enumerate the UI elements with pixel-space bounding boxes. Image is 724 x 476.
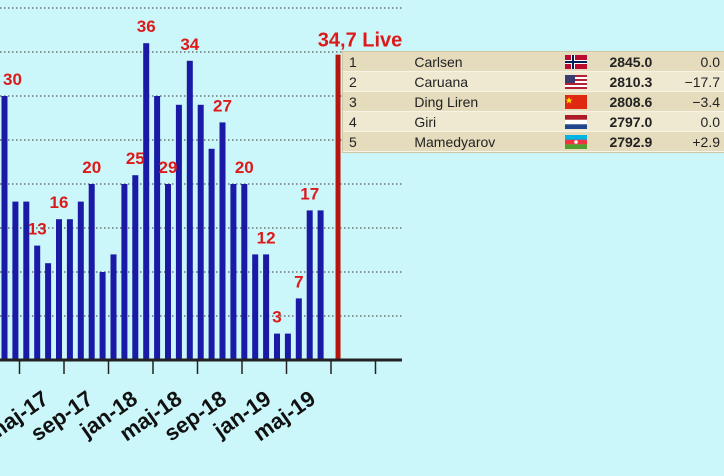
bar (274, 333, 280, 360)
bar (34, 245, 41, 360)
rank-cell: 1 (343, 52, 411, 72)
data-label: 30 (3, 70, 22, 89)
bar (99, 272, 106, 360)
change-cell: −17.7 (656, 71, 724, 92)
bar (56, 219, 62, 360)
bar (143, 43, 150, 360)
data-label: 16 (50, 193, 69, 212)
player-name: Ding Liren (410, 91, 563, 112)
bar (317, 210, 324, 360)
bar (284, 333, 291, 360)
rating-cell: 2845.0 (592, 52, 657, 72)
bar (121, 184, 128, 360)
live-label: 34,7 Live (318, 30, 403, 52)
ranking-row: 4 Giri 2797.0 0.0 (343, 111, 724, 132)
data-label: 17 (300, 184, 319, 203)
bar (132, 175, 139, 360)
live-bar (335, 54, 341, 360)
data-label: 20 (82, 158, 101, 177)
bar (175, 104, 182, 360)
bar (88, 184, 95, 360)
ranking-row: 3 Ding Liren 2808.6 −3.4 (343, 91, 724, 112)
data-label: 13 (28, 220, 47, 239)
change-cell: 0.0 (656, 52, 724, 72)
bar (208, 148, 215, 360)
data-label: 20 (235, 158, 254, 177)
bar (165, 184, 171, 360)
data-label: 36 (137, 17, 156, 36)
bar (186, 60, 193, 361)
ranking-row: 1 Carlsen 2845.0 0.0 (343, 52, 724, 72)
change-cell: +2.9 (656, 131, 724, 152)
netherlands-flag-icon (562, 111, 593, 132)
bar (110, 254, 117, 360)
bar (66, 219, 73, 360)
player-name: Caruana (410, 71, 563, 92)
bar (219, 122, 226, 361)
bar (295, 298, 302, 360)
bar (1, 96, 8, 360)
change-cell: 0.0 (656, 111, 724, 132)
player-name: Giri (410, 111, 563, 132)
ranking-row: 5 Mamedyarov 2792.9 +2.9 (343, 131, 724, 152)
rating-cell: 2808.6 (592, 91, 657, 112)
bar (241, 184, 248, 360)
rating-cell: 2797.0 (592, 111, 657, 132)
bar (263, 254, 270, 360)
data-label: 27 (213, 96, 232, 115)
azerbaijan-flag-icon (562, 131, 593, 152)
rating-cell: 2792.9 (592, 131, 657, 152)
ranking-table: 1 Carlsen 2845.0 0.0 2 Caruana 2810.3 −17.7 3 Din… (343, 52, 724, 152)
bar (45, 263, 52, 360)
data-label: 29 (159, 158, 178, 177)
data-label: 3 (272, 308, 281, 327)
rank-cell: 3 (343, 91, 411, 112)
rank-cell: 4 (343, 111, 411, 132)
player-name: Carlsen (410, 52, 563, 72)
ranking-row: 2 Caruana 2810.3 −17.7 (343, 71, 724, 92)
data-label: 25 (126, 149, 145, 168)
data-label: 12 (257, 228, 276, 247)
bar (252, 254, 259, 360)
rank-cell: 5 (343, 131, 411, 152)
rank-cell: 2 (343, 71, 411, 92)
norway-flag-icon (562, 52, 593, 72)
player-name: Mamedyarov (410, 131, 563, 152)
bar (77, 201, 84, 360)
data-label: 34 (180, 35, 199, 54)
usa-flag-icon (562, 71, 593, 92)
bar (12, 201, 19, 360)
bar (230, 184, 237, 360)
bar (23, 201, 30, 360)
bar (154, 96, 161, 360)
bar (306, 210, 313, 360)
china-flag-icon (562, 91, 593, 112)
data-label: 7 (294, 272, 303, 291)
rating-cell: 2810.3 (592, 71, 657, 92)
change-cell: −3.4 (656, 91, 724, 112)
bar (197, 104, 204, 360)
